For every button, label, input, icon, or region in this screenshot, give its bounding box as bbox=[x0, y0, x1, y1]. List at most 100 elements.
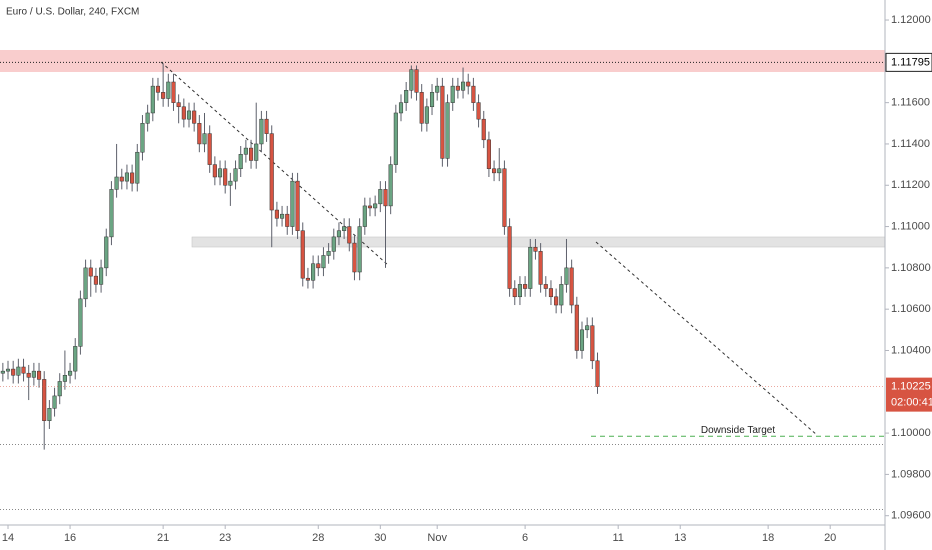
candle-body bbox=[269, 133, 274, 211]
candle-body bbox=[47, 408, 52, 421]
candle-body bbox=[461, 81, 466, 91]
candle-body bbox=[88, 267, 93, 277]
candle-body bbox=[83, 267, 88, 300]
candle-body bbox=[311, 263, 316, 281]
price-line-tag bbox=[885, 52, 932, 72]
candle-body bbox=[590, 325, 595, 362]
candle-body bbox=[305, 277, 310, 281]
candle-body bbox=[419, 92, 424, 124]
resistance-zone bbox=[0, 50, 885, 72]
support-zone bbox=[191, 236, 886, 248]
candle-body bbox=[486, 139, 491, 169]
candle-body bbox=[150, 85, 155, 114]
candle-body bbox=[42, 379, 47, 421]
candle-body bbox=[393, 112, 398, 165]
candle-body bbox=[161, 92, 166, 99]
candle-body bbox=[93, 275, 98, 285]
candle-body bbox=[342, 226, 347, 231]
candle-body bbox=[217, 168, 223, 178]
candle-body bbox=[445, 102, 450, 159]
candle-body bbox=[243, 147, 248, 155]
x-tick-label: 13 bbox=[674, 532, 686, 544]
candle-body bbox=[481, 118, 486, 141]
candle-body bbox=[68, 370, 73, 376]
countdown: 02:00:41 bbox=[891, 397, 932, 409]
candle-body bbox=[569, 267, 574, 306]
candle-body bbox=[347, 226, 352, 244]
candle-body bbox=[36, 370, 42, 380]
candle-body bbox=[290, 180, 295, 227]
candle-body bbox=[388, 164, 393, 207]
candle-body bbox=[254, 143, 259, 161]
candle-body bbox=[207, 133, 212, 165]
candle-body bbox=[543, 284, 548, 289]
candle-body bbox=[176, 102, 181, 108]
candle-body bbox=[424, 106, 429, 124]
chart-title: Euro / U.S. Dollar, 240, FXCM bbox=[6, 7, 139, 18]
candle-body bbox=[548, 288, 554, 298]
candle-body bbox=[512, 288, 517, 298]
candle-body bbox=[21, 366, 26, 374]
candle-body bbox=[316, 263, 321, 269]
x-tick-label: 14 bbox=[2, 532, 14, 544]
candle-body bbox=[507, 226, 512, 289]
candle-body bbox=[62, 375, 67, 382]
candle-body bbox=[331, 236, 336, 252]
last-price-label: 1.10225 bbox=[891, 381, 931, 393]
candle-body bbox=[119, 176, 124, 182]
candle-body bbox=[202, 133, 207, 145]
price-line-label: 1.11795 bbox=[891, 56, 930, 68]
candle-body bbox=[57, 381, 62, 397]
candle-body bbox=[492, 168, 497, 174]
candle-body bbox=[300, 230, 305, 279]
candle-body bbox=[16, 366, 21, 376]
x-tick-label: 6 bbox=[522, 532, 528, 544]
candle-body bbox=[409, 69, 414, 91]
candle-body bbox=[186, 110, 192, 120]
candle-body bbox=[223, 168, 228, 186]
candle-body bbox=[233, 168, 238, 182]
candle-body bbox=[73, 346, 78, 372]
projection-line bbox=[595, 241, 818, 436]
candle-body bbox=[585, 325, 590, 331]
candle-body bbox=[295, 180, 300, 231]
candle-body bbox=[502, 168, 507, 227]
candle-body bbox=[455, 85, 460, 91]
candle-body bbox=[171, 81, 176, 103]
candle-body bbox=[564, 267, 569, 285]
candle-body bbox=[31, 370, 36, 378]
candle-body bbox=[140, 123, 145, 153]
x-tick-label: 16 bbox=[64, 532, 76, 544]
candle-body bbox=[435, 85, 440, 93]
y-tick-label: 1.09600 bbox=[891, 510, 931, 522]
candle-body bbox=[383, 189, 388, 207]
x-tick-label: 28 bbox=[312, 532, 324, 544]
candle-body bbox=[145, 112, 150, 124]
candle-body bbox=[378, 189, 383, 205]
candle-body bbox=[398, 102, 404, 114]
candle-body bbox=[130, 172, 135, 184]
candle-body bbox=[450, 85, 455, 103]
x-tick-label: Nov bbox=[427, 532, 447, 544]
candle-body bbox=[538, 251, 543, 285]
y-tick-label: 1.12000 bbox=[891, 14, 931, 26]
y-tick-label: 1.10800 bbox=[891, 262, 931, 274]
x-tick-label: 21 bbox=[157, 532, 169, 544]
candle-body bbox=[248, 147, 254, 161]
candle-body bbox=[326, 251, 331, 256]
candle-body bbox=[404, 90, 409, 103]
y-tick-label: 1.09800 bbox=[891, 468, 931, 480]
candle-body bbox=[11, 368, 16, 376]
candle-body bbox=[104, 236, 109, 269]
candle-body bbox=[78, 298, 83, 347]
candle-body bbox=[523, 284, 528, 289]
candle-body bbox=[533, 246, 538, 252]
x-tick-label: 20 bbox=[824, 532, 836, 544]
x-tick-label: 30 bbox=[374, 532, 386, 544]
candle-body bbox=[429, 92, 435, 108]
candle-body bbox=[124, 172, 129, 182]
candle-body bbox=[280, 213, 285, 219]
candle-body bbox=[109, 189, 114, 238]
y-tick-label: 1.11200 bbox=[891, 179, 930, 191]
